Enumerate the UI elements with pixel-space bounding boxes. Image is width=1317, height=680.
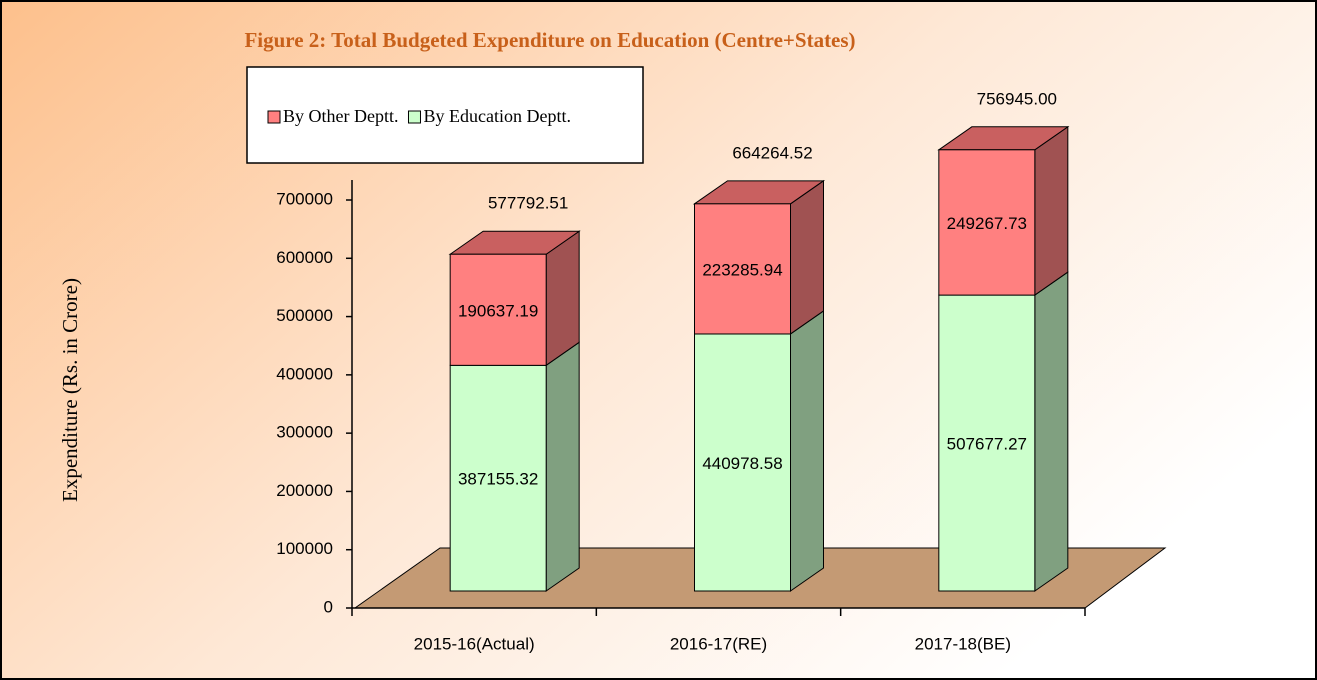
y-tick-label: 600000 [276,248,333,267]
bar-side [1034,271,1069,592]
bar [938,294,1036,592]
total-label: 756945.00 [977,89,1057,108]
x-tick-label: 2015-16(Actual) [414,634,535,653]
y-tick-label: 500000 [276,306,333,325]
bar-side [545,341,580,592]
total-label: 664264.52 [732,143,812,162]
bar-side [790,310,824,592]
data-label: 223285.94 [702,260,782,279]
y-tick-label: 700000 [276,189,333,208]
bar-side [790,179,824,335]
chart-title: Figure 2: Total Budgeted Expenditure on … [244,28,855,52]
legend-box [246,66,644,164]
y-tick-label: 300000 [276,423,333,442]
bar [694,333,791,592]
y-tick-label: 0 [324,597,333,616]
x-tick-label: 2016-17(RE) [670,634,767,653]
legend: By Other Deptt. By Education Deptt. [246,66,644,164]
bar [694,203,791,335]
legend-swatch [267,110,281,124]
data-label: 387155.32 [458,470,538,489]
bar-side [1034,125,1069,297]
data-label: 440978.58 [702,454,782,473]
y-axis-title: Expenditure (Rs. in Crore) [58,278,82,502]
legend-label: By Other Deptt. [283,106,398,126]
legend-swatch [407,110,421,124]
y-tick-label: 200000 [276,481,333,500]
bar [449,364,547,592]
y-tick-label: 400000 [276,364,333,383]
y-tick-label: 100000 [276,539,333,558]
data-label: 249267.73 [947,214,1027,233]
data-label: 190637.19 [458,301,538,320]
total-label: 577792.51 [488,194,568,213]
legend-label: By Education Deptt. [423,106,570,126]
data-label: 507677.27 [947,435,1027,454]
x-tick-label: 2017-18(BE) [915,634,1011,653]
bar [938,149,1036,296]
bar [449,253,547,366]
